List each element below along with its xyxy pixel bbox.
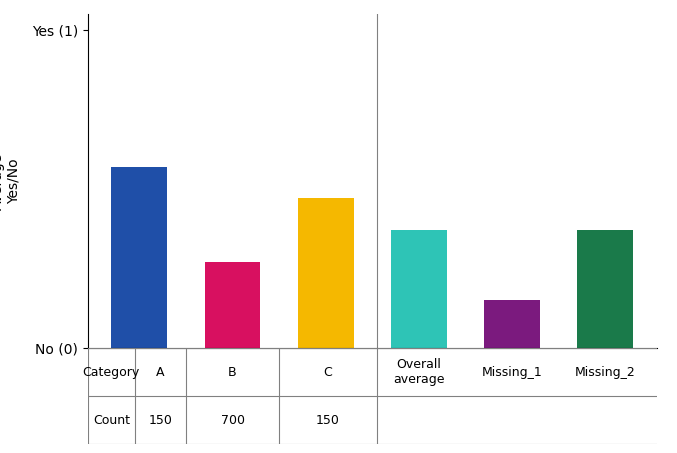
Text: C: C xyxy=(324,366,332,379)
Text: Overall
average: Overall average xyxy=(393,358,445,386)
Text: Missing_2: Missing_2 xyxy=(575,366,636,379)
Text: Missing_1: Missing_1 xyxy=(482,366,542,379)
Bar xyxy=(391,231,447,348)
Bar xyxy=(484,300,540,348)
Bar xyxy=(204,262,261,348)
Bar xyxy=(577,231,634,348)
Text: 700: 700 xyxy=(221,414,244,427)
Bar xyxy=(298,198,353,348)
Text: 150: 150 xyxy=(316,414,340,427)
Y-axis label: Average
Yes/No: Average Yes/No xyxy=(0,152,21,210)
Text: Count: Count xyxy=(93,414,130,427)
Text: B: B xyxy=(228,366,237,379)
Text: Category: Category xyxy=(83,366,140,379)
Bar xyxy=(111,167,167,348)
Text: A: A xyxy=(156,366,165,379)
Text: 150: 150 xyxy=(148,414,172,427)
